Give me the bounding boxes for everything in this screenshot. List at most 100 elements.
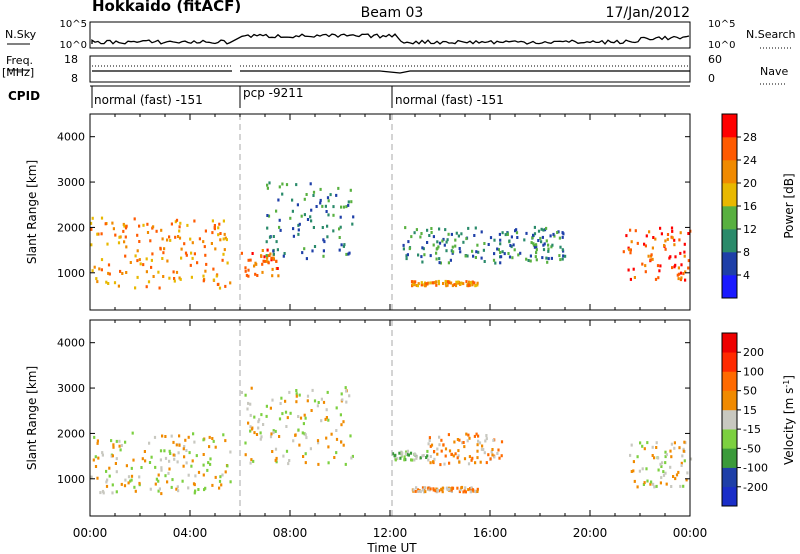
velocity-cell-1-72 bbox=[310, 409, 313, 412]
power-cell-2-63 bbox=[281, 182, 284, 186]
velocity-cell-3-37 bbox=[492, 438, 495, 442]
power-cell-0-50 bbox=[124, 235, 127, 239]
velocity-cell-4-43 bbox=[469, 487, 472, 490]
power-cell-5-68 bbox=[678, 238, 681, 242]
power-cell-2-66 bbox=[292, 227, 295, 231]
velocity-cell-0-100 bbox=[127, 481, 130, 485]
velocity-cell-1-73 bbox=[247, 401, 250, 405]
velocity-cell-0-12 bbox=[214, 445, 217, 449]
power-cell-2-96 bbox=[349, 188, 352, 192]
velocity-cell-1-55 bbox=[335, 451, 338, 455]
velocity-colorbar-tick-label-5: -50 bbox=[743, 442, 761, 455]
power-cell-0-5 bbox=[189, 237, 192, 241]
velocity-cell-1-93 bbox=[295, 394, 298, 398]
velocity-cell-1-0 bbox=[292, 439, 295, 443]
velocity-cell-0-0 bbox=[194, 474, 197, 478]
power-cell-4-119 bbox=[539, 236, 542, 240]
velocity-x-ticks bbox=[89, 320, 691, 516]
power-cell-3-41 bbox=[455, 280, 458, 284]
power-cell-5-46 bbox=[650, 253, 653, 257]
velocity-cell-1-7 bbox=[316, 404, 319, 408]
power-cell-5-30 bbox=[629, 251, 632, 255]
power-cell-0-98 bbox=[178, 236, 182, 240]
velocity-cell-2-30 bbox=[393, 454, 396, 458]
velocity-cell-3-71 bbox=[430, 443, 434, 447]
power-cell-4-152 bbox=[504, 233, 507, 237]
power-cell-4-80 bbox=[493, 238, 496, 242]
power-cell-5-49 bbox=[647, 254, 650, 258]
power-cell-2-75 bbox=[310, 208, 313, 212]
power-cell-0-89 bbox=[159, 246, 162, 250]
velocity-cell-0-137 bbox=[182, 447, 185, 451]
power-cell-0-68 bbox=[224, 284, 227, 288]
power-cell-4-162 bbox=[454, 244, 457, 248]
power-cell-0-45 bbox=[190, 251, 193, 255]
velocity-cell-3-20 bbox=[450, 452, 453, 456]
velocity-cell-3-10 bbox=[468, 436, 471, 440]
power-cell-2-93 bbox=[272, 249, 275, 253]
velocity-cell-2-32 bbox=[406, 449, 409, 453]
cpid-segment-3: normal (fast) -151 bbox=[395, 93, 504, 107]
velocity-cell-0-138 bbox=[187, 435, 190, 439]
power-cell-0-69 bbox=[174, 235, 177, 239]
power-cell-3-65 bbox=[454, 284, 458, 288]
power-cell-4-39 bbox=[534, 255, 537, 259]
power-cell-0-26 bbox=[136, 259, 139, 263]
velocity-cell-1-44 bbox=[304, 433, 307, 437]
velocity-cell-1-3 bbox=[285, 425, 288, 428]
velocity-cell-3-80 bbox=[442, 443, 445, 447]
velocity-cell-3-59 bbox=[484, 439, 487, 443]
velocity-cell-3-33 bbox=[439, 463, 442, 467]
power-cell-4-85 bbox=[556, 231, 559, 234]
power-cell-2-92 bbox=[297, 228, 300, 232]
velocity-cell-0-18 bbox=[141, 457, 144, 461]
velocity-cell-0-7 bbox=[110, 439, 113, 443]
velocity-colorbar-tick-label-7: -200 bbox=[743, 481, 768, 494]
power-cell-0-102 bbox=[172, 270, 175, 274]
velocity-cell-0-135 bbox=[138, 481, 141, 485]
velocity-cell-0-45 bbox=[218, 486, 221, 490]
power-cell-2-29 bbox=[312, 194, 315, 197]
power-cell-4-151 bbox=[417, 253, 420, 257]
velocity-cell-4-17 bbox=[456, 486, 459, 490]
velocity-cell-3-2 bbox=[470, 458, 473, 462]
velocity-colorbar-tick-label-6: -100 bbox=[743, 462, 768, 475]
velocity-cell-0-77 bbox=[202, 463, 205, 467]
velocity-cell-5-8 bbox=[664, 455, 667, 459]
power-cell-4-77 bbox=[458, 247, 461, 250]
power-cell-5-59 bbox=[679, 251, 682, 255]
velocity-colorbar-swatch-5 bbox=[722, 390, 737, 411]
power-cell-4-61 bbox=[531, 236, 534, 239]
power-cell-0-8 bbox=[219, 238, 222, 242]
velocity-cell-1-34 bbox=[244, 393, 247, 397]
power-cell-0-79 bbox=[107, 271, 110, 275]
velocity-cell-0-114 bbox=[124, 478, 127, 482]
power-cell-5-52 bbox=[659, 264, 662, 268]
velocity-cell-0-78 bbox=[171, 478, 174, 482]
power-cell-0-44 bbox=[97, 232, 100, 236]
velocity-cell-5-53 bbox=[675, 473, 679, 477]
velocity-cell-1-54 bbox=[249, 425, 252, 429]
power-cell-2-28 bbox=[306, 218, 310, 221]
velocity-cell-0-118 bbox=[148, 441, 151, 445]
power-cell-3-28 bbox=[468, 280, 471, 284]
power-cell-4-149 bbox=[533, 232, 537, 236]
power-cell-4-101 bbox=[465, 237, 468, 241]
velocity-cell-0-143 bbox=[177, 489, 180, 493]
power-cell-2-57 bbox=[297, 232, 300, 236]
power-cell-0-95 bbox=[193, 219, 196, 223]
velocity-cell-3-46 bbox=[478, 441, 482, 445]
velocity-cell-1-51 bbox=[349, 434, 352, 438]
velocity-cell-0-47 bbox=[204, 486, 207, 490]
power-cell-0-73 bbox=[108, 272, 111, 276]
velocity-cell-0-136 bbox=[118, 439, 121, 443]
power-cell-2-54 bbox=[345, 252, 348, 256]
power-cell-0-51 bbox=[145, 270, 148, 274]
velocity-cell-0-130 bbox=[176, 460, 179, 464]
velocity-cell-0-122 bbox=[160, 468, 163, 472]
velocity-cell-0-32 bbox=[157, 479, 160, 483]
velocity-cell-4-68 bbox=[467, 488, 470, 492]
velocity-cell-3-76 bbox=[491, 453, 494, 457]
velocity-cell-0-62 bbox=[108, 466, 111, 470]
power-cell-4-26 bbox=[501, 250, 504, 254]
